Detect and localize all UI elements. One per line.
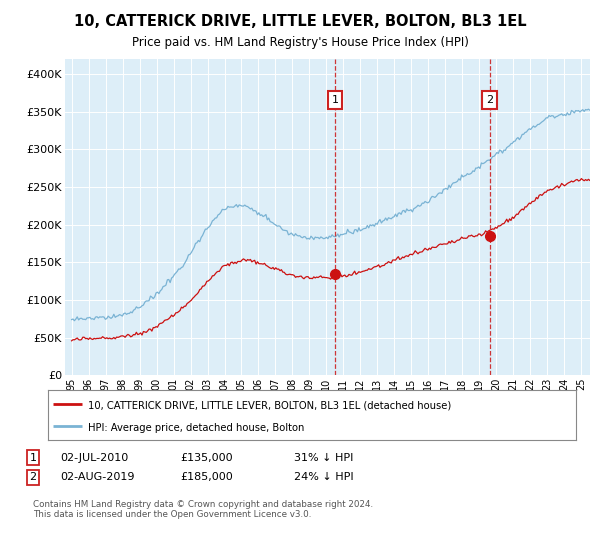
Text: 10, CATTERICK DRIVE, LITTLE LEVER, BOLTON, BL3 1EL: 10, CATTERICK DRIVE, LITTLE LEVER, BOLTO…: [74, 14, 526, 29]
Text: 10, CATTERICK DRIVE, LITTLE LEVER, BOLTON, BL3 1EL (detached house): 10, CATTERICK DRIVE, LITTLE LEVER, BOLTO…: [88, 400, 451, 410]
Text: 02-JUL-2010: 02-JUL-2010: [60, 452, 128, 463]
Text: £135,000: £135,000: [180, 452, 233, 463]
Text: £185,000: £185,000: [180, 472, 233, 482]
Text: Contains HM Land Registry data © Crown copyright and database right 2024.
This d: Contains HM Land Registry data © Crown c…: [33, 500, 373, 519]
Text: 24% ↓ HPI: 24% ↓ HPI: [294, 472, 353, 482]
Bar: [335, 59, 490, 375]
Text: 31% ↓ HPI: 31% ↓ HPI: [294, 452, 353, 463]
Text: 1: 1: [29, 452, 37, 463]
Text: Price paid vs. HM Land Registry's House Price Index (HPI): Price paid vs. HM Land Registry's House …: [131, 36, 469, 49]
Text: 2: 2: [29, 472, 37, 482]
Text: 1: 1: [331, 95, 338, 105]
Text: 2: 2: [486, 95, 493, 105]
Text: HPI: Average price, detached house, Bolton: HPI: Average price, detached house, Bolt…: [88, 423, 304, 433]
Text: 02-AUG-2019: 02-AUG-2019: [60, 472, 134, 482]
